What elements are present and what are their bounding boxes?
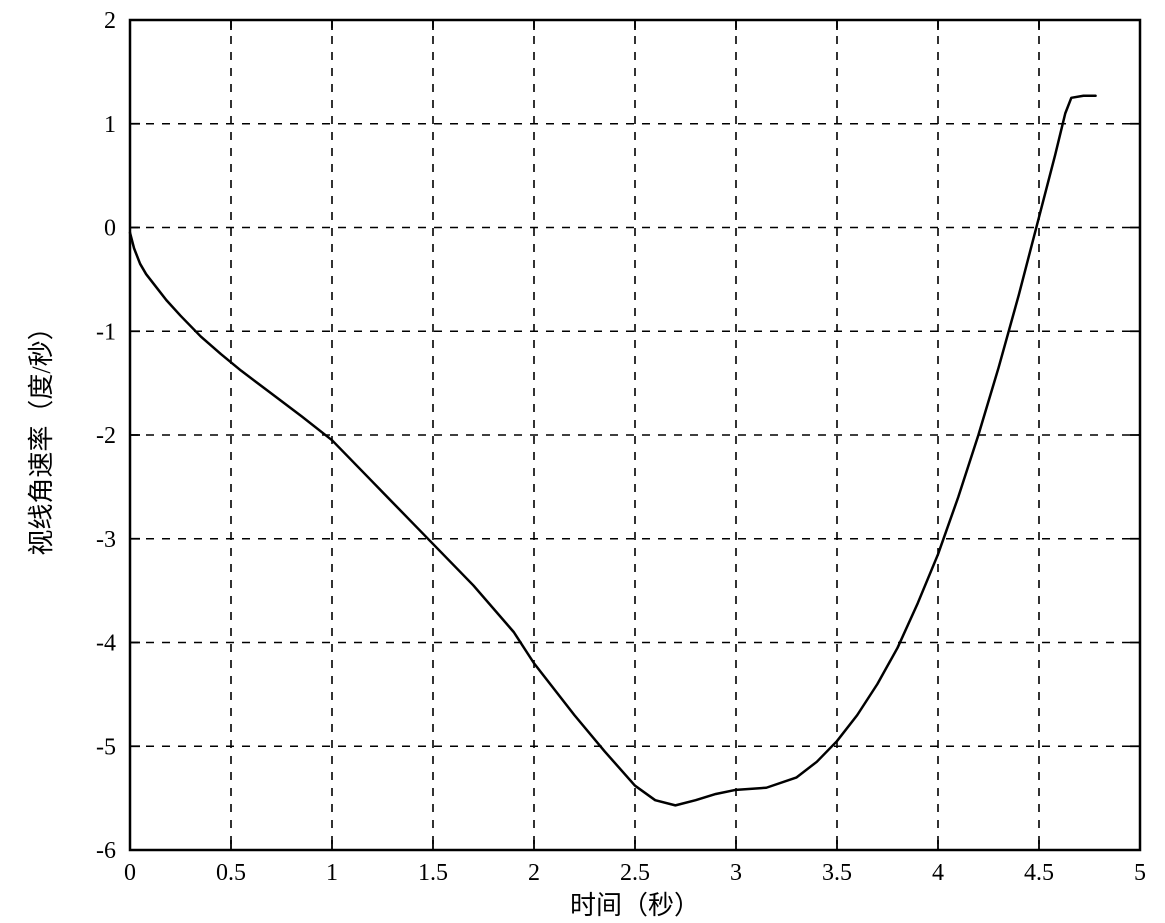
y-axis-label: 视线角速率（度/秒） bbox=[27, 314, 56, 555]
xtick-label: 3.5 bbox=[822, 860, 852, 886]
ytick-label: 2 bbox=[104, 8, 116, 34]
ytick-label: 1 bbox=[104, 112, 116, 138]
xtick-label: 4.5 bbox=[1024, 860, 1054, 886]
ytick-label: -2 bbox=[96, 423, 116, 449]
chart-svg: 0 0.5 1 1.5 2 2.5 3 3.5 4 4.5 5 -6 -5 -4 -3 -2 -1 0 1 2 时间（秒… bbox=[0, 0, 1165, 923]
xtick-label: 5 bbox=[1134, 860, 1146, 886]
ytick-label: -4 bbox=[96, 631, 116, 657]
xtick-label: 0.5 bbox=[216, 860, 246, 886]
line-chart: 0 0.5 1 1.5 2 2.5 3 3.5 4 4.5 5 -6 -5 -4 -3 -2 -1 0 1 2 时间（秒… bbox=[0, 0, 1165, 923]
xtick-label: 2 bbox=[528, 860, 540, 886]
xtick-label: 3 bbox=[730, 860, 742, 886]
xtick-label: 4 bbox=[932, 860, 944, 886]
ytick-label: -1 bbox=[96, 319, 116, 345]
xtick-label: 2.5 bbox=[620, 860, 650, 886]
ytick-label: -3 bbox=[96, 527, 116, 553]
ytick-label: 0 bbox=[104, 216, 116, 242]
ytick-label: -5 bbox=[96, 734, 116, 760]
xtick-label: 1 bbox=[326, 860, 338, 886]
x-axis-label: 时间（秒） bbox=[570, 891, 700, 920]
xtick-label: 1.5 bbox=[418, 860, 448, 886]
ytick-label: -6 bbox=[96, 838, 116, 864]
xtick-label: 0 bbox=[124, 860, 136, 886]
